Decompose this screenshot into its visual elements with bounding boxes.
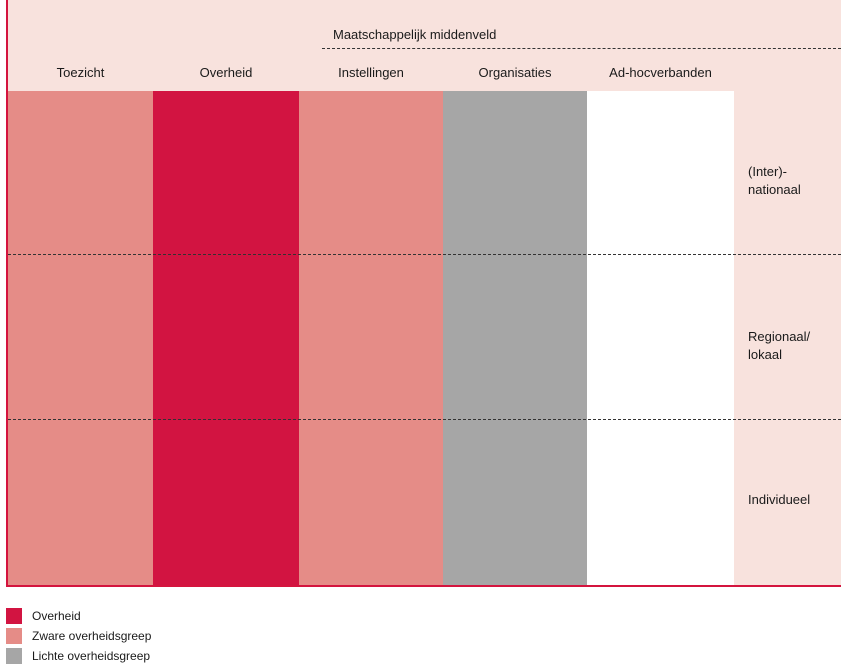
diagram: Maatschappelijk middenveld Toezicht Over…	[6, 0, 841, 587]
group-divider	[322, 48, 841, 49]
header-ad-hocverbanden: Ad-hocverbanden	[609, 65, 712, 80]
row-label-line: nationaal	[748, 182, 801, 197]
header-organisaties: Organisaties	[478, 65, 552, 80]
legend-label: Lichte overheidsgreep	[32, 649, 151, 663]
row-label-line: lokaal	[748, 347, 782, 362]
row-label-regionaal: Regionaal/ lokaal	[748, 328, 810, 364]
column-toezicht	[8, 91, 153, 585]
legend-swatch	[6, 628, 22, 644]
left-border	[6, 0, 8, 587]
legend-swatch	[6, 608, 22, 624]
header-instellingen: Instellingen	[338, 65, 404, 80]
row-label-internationaal: (Inter)- nationaal	[748, 163, 801, 199]
column-overheid	[153, 91, 299, 585]
row-label-line: (Inter)-	[748, 164, 787, 179]
legend-swatch	[6, 648, 22, 664]
column-organisaties	[443, 91, 587, 585]
row-label-individueel: Individueel	[748, 491, 810, 509]
header-toezicht: Toezicht	[56, 65, 105, 80]
legend-label: Zware overheidsgreep	[32, 629, 152, 643]
row-label-line: Individueel	[748, 492, 811, 507]
column-instellingen	[299, 91, 443, 585]
row-divider-1	[8, 254, 841, 255]
bottom-border	[6, 585, 841, 587]
legend-label: Overheid	[32, 609, 81, 623]
row-label-line: Regionaal/	[748, 329, 811, 344]
group-label: Maatschappelijk middenveld	[333, 27, 497, 42]
row-divider-2	[8, 419, 841, 420]
column-ad-hocverbanden	[587, 91, 734, 585]
header-overheid: Overheid	[199, 65, 253, 80]
